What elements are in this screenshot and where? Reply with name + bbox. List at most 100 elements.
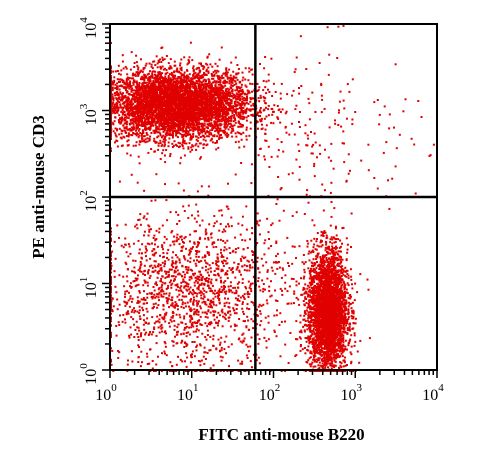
data-point (111, 93, 114, 96)
data-point (229, 126, 232, 128)
data-point (183, 87, 186, 90)
data-point (138, 101, 141, 104)
data-point (229, 93, 232, 96)
data-point (144, 141, 147, 144)
data-point (161, 136, 164, 139)
data-point (115, 91, 118, 94)
data-point (252, 97, 255, 100)
data-point (142, 100, 145, 103)
data-point (245, 135, 248, 138)
data-point (237, 116, 240, 119)
data-point (164, 113, 167, 116)
data-point (208, 106, 211, 109)
data-point (125, 131, 128, 134)
data-point (146, 114, 149, 117)
data-point (151, 83, 154, 86)
data-point (200, 62, 202, 65)
data-point (230, 86, 233, 89)
data-point (123, 122, 126, 125)
data-point (189, 124, 192, 127)
data-point (177, 106, 180, 109)
data-point (211, 107, 214, 110)
data-point (136, 64, 139, 67)
data-point (123, 129, 126, 132)
data-point (195, 102, 198, 105)
data-point (189, 123, 192, 126)
data-point (151, 121, 154, 124)
data-point (231, 112, 234, 115)
data-point (135, 129, 137, 132)
data-point (172, 78, 175, 81)
data-point (176, 136, 179, 139)
data-point (196, 104, 199, 107)
data-point (240, 83, 243, 86)
data-point (147, 72, 150, 75)
data-point (179, 132, 182, 135)
data-point (173, 123, 176, 126)
data-point (135, 107, 138, 110)
data-point (180, 102, 183, 105)
data-point (240, 86, 243, 89)
data-point (242, 131, 245, 134)
data-point (265, 124, 268, 127)
data-point (169, 90, 172, 93)
data-point (129, 106, 132, 109)
data-point (212, 89, 215, 92)
data-point (195, 113, 198, 116)
data-point (208, 117, 210, 120)
data-point (170, 79, 173, 82)
data-point (250, 114, 253, 116)
data-point (159, 132, 162, 135)
data-point (234, 121, 237, 124)
data-point (186, 77, 189, 80)
data-point (223, 125, 226, 128)
data-point (139, 70, 142, 73)
data-point (233, 124, 236, 127)
data-point (150, 63, 153, 66)
data-point (237, 125, 240, 128)
data-point (125, 127, 128, 130)
data-point (136, 86, 139, 89)
data-point (172, 89, 175, 92)
data-point (180, 69, 183, 72)
data-point (188, 79, 190, 82)
data-point (207, 124, 210, 127)
data-point (195, 128, 198, 131)
data-point (148, 121, 150, 124)
data-point (141, 117, 144, 120)
data-point (161, 59, 164, 61)
data-point (143, 122, 146, 125)
data-point (201, 84, 204, 87)
data-point (211, 77, 214, 80)
data-point (249, 109, 252, 112)
data-point (207, 98, 210, 101)
data-point (243, 104, 246, 107)
data-point (126, 97, 129, 100)
data-point (119, 104, 122, 107)
data-point (143, 124, 145, 127)
data-point (250, 108, 253, 111)
data-point (262, 95, 265, 98)
data-point (223, 119, 226, 122)
data-point (178, 96, 181, 99)
data-point (136, 127, 139, 130)
data-point (219, 127, 222, 130)
data-point (132, 110, 135, 113)
data-point (159, 134, 162, 137)
data-point (139, 111, 142, 114)
data-point (151, 70, 154, 73)
data-point (203, 116, 206, 119)
data-point (190, 120, 193, 123)
data-point (226, 120, 228, 123)
data-point (213, 110, 216, 113)
data-point (200, 125, 203, 128)
data-point (192, 113, 195, 116)
data-point (213, 113, 216, 116)
data-point (218, 129, 221, 132)
data-point (190, 146, 193, 149)
data-point (117, 72, 120, 75)
data-point (191, 105, 194, 108)
data-point (185, 99, 188, 102)
data-point (167, 114, 169, 117)
